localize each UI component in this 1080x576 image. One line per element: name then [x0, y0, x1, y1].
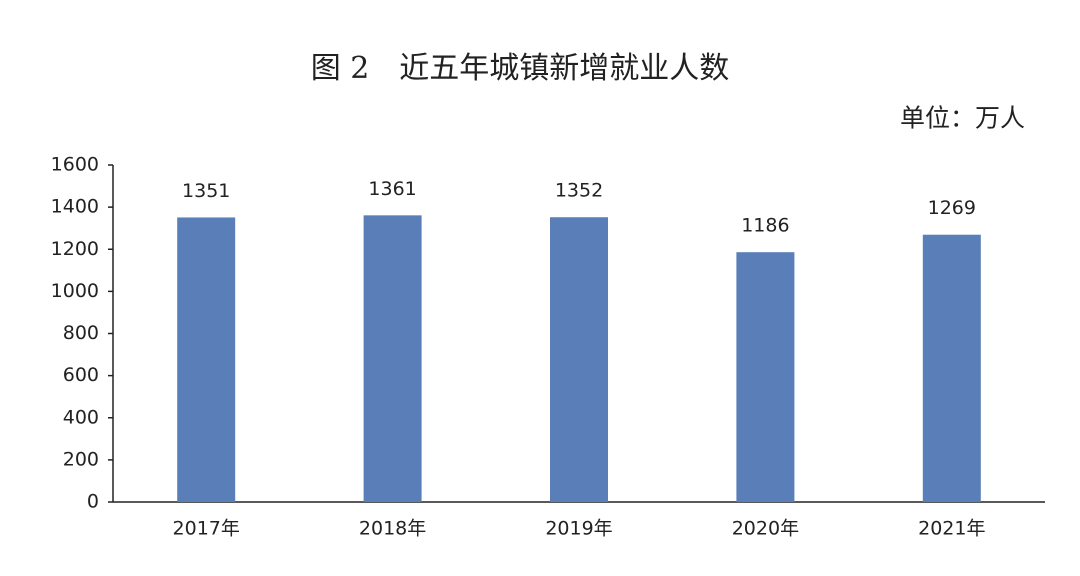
unit-label: 单位：万人	[900, 104, 1025, 133]
data-label: 1186	[741, 215, 789, 237]
y-tick-label: 0	[87, 491, 99, 513]
y-tick-label: 1200	[51, 238, 99, 260]
x-tick-label: 2020年	[732, 518, 799, 540]
y-tick-label: 1600	[51, 154, 99, 176]
bar	[922, 234, 981, 503]
x-tick-label: 2021年	[918, 518, 985, 540]
bar	[550, 217, 608, 503]
data-label: 1352	[555, 180, 603, 202]
x-tick-label: 2019年	[545, 518, 612, 540]
y-tick-label: 400	[63, 406, 99, 428]
x-tick-label: 2017年	[173, 518, 240, 540]
chart-title: 图 2 近五年城镇新增就业人数	[311, 51, 730, 86]
data-label: 1269	[928, 197, 976, 219]
x-tick-label: 2018年	[359, 518, 426, 540]
y-tick-label: 600	[63, 364, 99, 386]
bar	[363, 215, 422, 503]
data-label: 1361	[368, 178, 416, 200]
y-tick-label: 200	[63, 448, 99, 470]
bar	[177, 217, 236, 502]
bar	[736, 252, 795, 502]
y-tick-label: 1000	[51, 280, 99, 302]
y-tick-label: 800	[63, 322, 99, 344]
y-tick-label: 1400	[51, 196, 99, 218]
data-label: 1351	[182, 180, 230, 202]
